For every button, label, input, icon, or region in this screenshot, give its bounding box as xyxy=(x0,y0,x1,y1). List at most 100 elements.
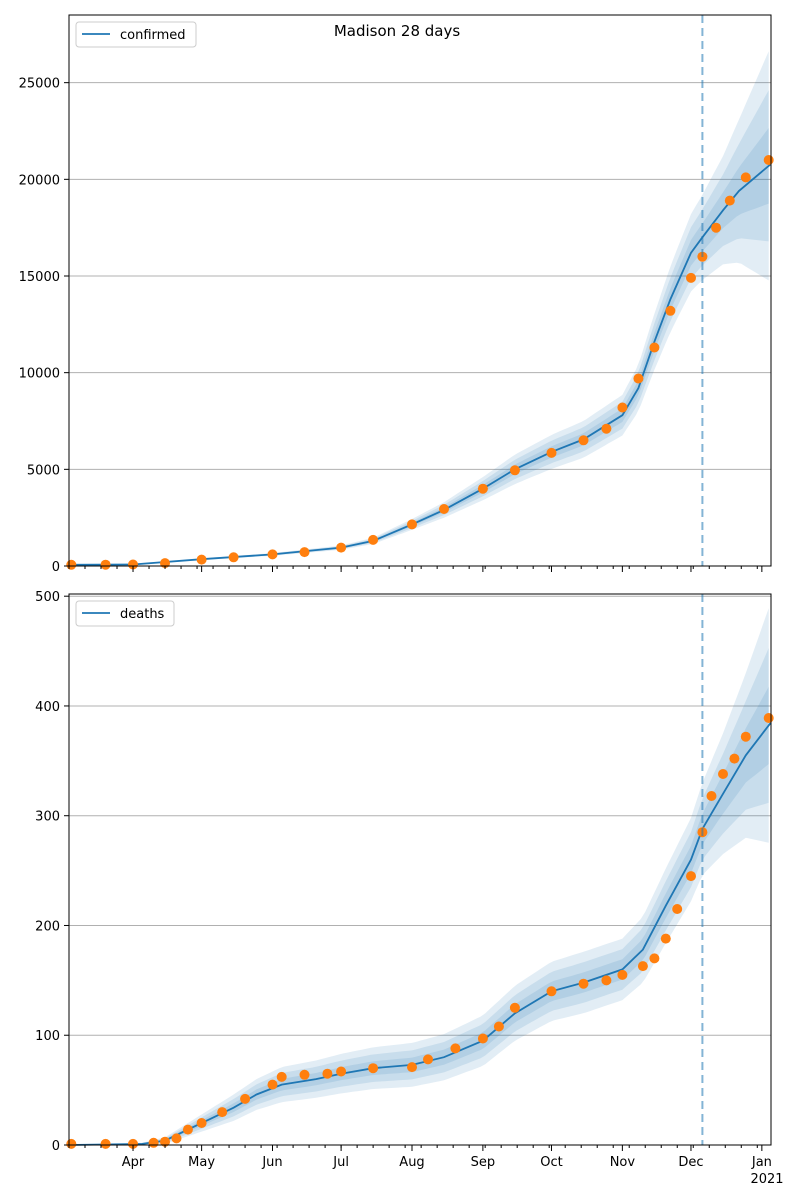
observed-point xyxy=(601,975,612,986)
observed-points-confirmed xyxy=(66,155,774,570)
observed-point xyxy=(763,155,774,165)
x-tick-label: Jul xyxy=(332,1155,349,1170)
legend-label: deaths xyxy=(120,607,165,622)
observed-point xyxy=(66,559,77,570)
observed-point xyxy=(578,435,589,446)
observed-point xyxy=(633,373,644,384)
observed-point xyxy=(336,542,347,553)
legend-confirmed: confirmed xyxy=(75,21,197,48)
observed-point xyxy=(724,195,735,206)
observed-point xyxy=(240,1093,251,1104)
observed-point xyxy=(617,402,628,413)
observed-point xyxy=(711,222,722,233)
y-tick-label: 0 xyxy=(52,560,60,575)
observed-point xyxy=(267,1079,278,1090)
observed-point xyxy=(729,753,740,764)
observed-point xyxy=(228,552,239,563)
observed-point xyxy=(196,1118,207,1128)
observed-point xyxy=(368,534,379,545)
observed-point xyxy=(217,1107,228,1118)
year-label: 2021 xyxy=(750,1172,783,1187)
observed-point xyxy=(171,1133,182,1144)
observed-point xyxy=(493,1021,504,1032)
observed-point xyxy=(578,978,589,989)
legend-deaths: deaths xyxy=(75,600,175,627)
uncertainty-band-1 xyxy=(69,51,769,565)
observed-point xyxy=(672,904,683,914)
axes-frame xyxy=(68,593,772,1146)
x-tick-label: May xyxy=(188,1155,215,1170)
observed-point xyxy=(763,713,774,723)
x-tick-label: Apr xyxy=(122,1155,145,1170)
y-tick-label: 20000 xyxy=(19,173,60,188)
y-tick-label: 500 xyxy=(35,590,60,605)
observed-point xyxy=(450,1043,461,1054)
observed-point xyxy=(477,483,488,494)
observed-point xyxy=(407,519,417,530)
observed-point xyxy=(546,986,557,997)
uncertainty-bands xyxy=(69,608,769,1145)
observed-point xyxy=(601,423,612,434)
observed-point xyxy=(718,769,728,779)
x-tick-labels: Apr May Jun Jul Aug Sep Oct Nov Dec Jan xyxy=(122,1155,772,1170)
observed-point xyxy=(637,961,648,972)
x-tick-label: Aug xyxy=(399,1155,424,1170)
observed-point xyxy=(477,1033,488,1044)
observed-point xyxy=(407,1062,417,1073)
observed-point xyxy=(423,1054,433,1065)
model-line-confirmed xyxy=(68,163,772,566)
observed-point xyxy=(160,1136,170,1147)
observed-point xyxy=(128,1138,138,1149)
observed-point xyxy=(368,1063,379,1074)
x-axis-ticks xyxy=(68,1145,763,1151)
observed-point xyxy=(336,1066,347,1077)
x-tick-label: Nov xyxy=(610,1155,636,1170)
uncertainty-band-2 xyxy=(69,90,769,565)
y-tick-label: 400 xyxy=(35,700,60,715)
observed-point xyxy=(276,1071,287,1082)
observed-point xyxy=(196,554,207,565)
y-axis-ticks: 0 100 200 300 400 500 xyxy=(35,590,69,1154)
observed-point xyxy=(299,1069,310,1080)
y-gridlines xyxy=(69,82,771,470)
y-tick-label: 100 xyxy=(35,1029,60,1044)
y-tick-label: 200 xyxy=(35,919,60,934)
x-tick-label: Oct xyxy=(540,1155,562,1170)
observed-point xyxy=(148,1137,159,1148)
observed-point xyxy=(182,1124,193,1135)
observed-point xyxy=(100,1138,111,1149)
panel-confirmed: 0 5000 10000 15000 20000 25000 confirmed xyxy=(19,14,774,575)
model-line-deaths xyxy=(68,721,772,1146)
observed-point xyxy=(686,871,696,882)
uncertainty-bands xyxy=(69,51,769,565)
observed-point xyxy=(509,1002,520,1013)
observed-point xyxy=(546,447,557,458)
y-tick-label: 5000 xyxy=(27,463,60,478)
y-tick-label: 0 xyxy=(52,1139,60,1154)
x-tick-label: Jun xyxy=(261,1155,282,1170)
observed-point xyxy=(660,933,671,944)
observed-point xyxy=(706,791,717,801)
y-gridlines xyxy=(69,595,771,1036)
legend-box xyxy=(75,21,197,48)
observed-point xyxy=(665,305,676,316)
x-tick-label: Jan xyxy=(751,1155,772,1170)
observed-point xyxy=(509,465,520,476)
observed-point xyxy=(322,1068,333,1079)
x-tick-label: Sep xyxy=(471,1155,496,1170)
x-tick-label: Dec xyxy=(678,1155,703,1170)
observed-point xyxy=(439,504,449,514)
chart-title: Madison 28 days xyxy=(334,22,461,40)
axes-frame xyxy=(68,14,772,567)
observed-point xyxy=(617,969,628,980)
observed-point xyxy=(740,172,751,183)
x-axis-ticks xyxy=(68,566,763,572)
legend-label: confirmed xyxy=(120,28,186,43)
y-tick-label: 300 xyxy=(35,810,60,825)
observed-point xyxy=(267,549,278,560)
y-axis-ticks: 0 5000 10000 15000 20000 25000 xyxy=(19,77,69,575)
panel-deaths: 0 100 200 300 400 500 deaths xyxy=(35,590,774,1154)
observed-point xyxy=(740,731,751,742)
observed-point xyxy=(649,342,660,353)
